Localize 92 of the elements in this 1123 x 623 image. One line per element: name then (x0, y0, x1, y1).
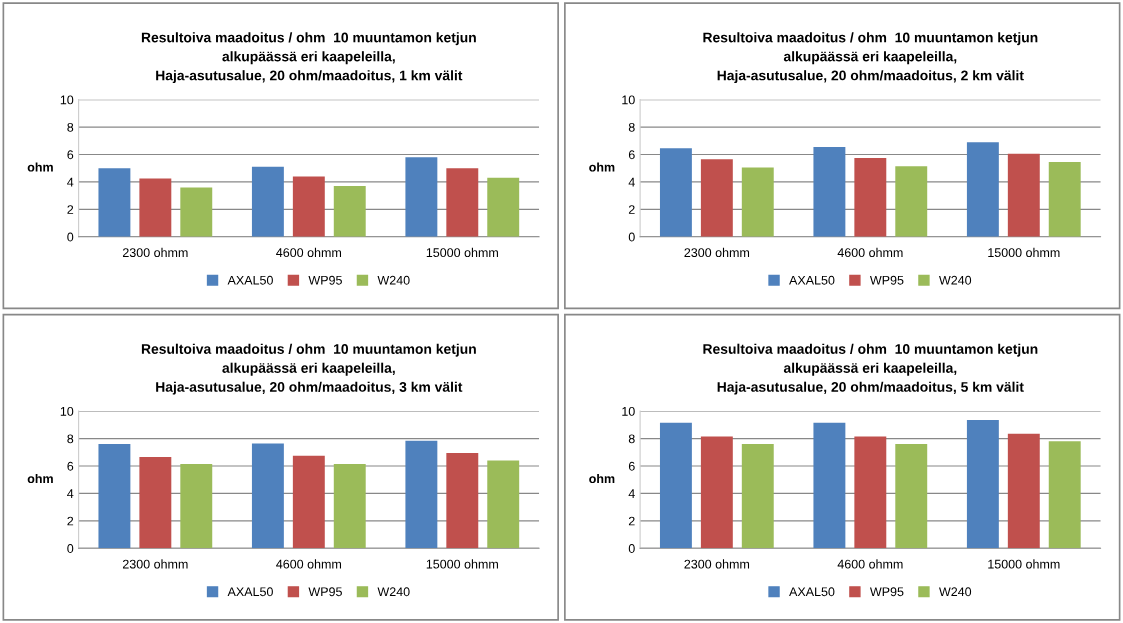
chart-title: Resultoiva maadoitus / ohm 10 muuntamon ketjun alkupäässä eri kaapeleilla, Haja-asutusalue, 20 ohm/maadoitus, 2 km välit (703, 32, 1038, 84)
y-tick-label: 6 (67, 150, 74, 160)
bar (895, 166, 928, 237)
legend-label: AXAL50 (227, 275, 273, 285)
y-tick-label: 8 (67, 434, 74, 444)
bar (813, 146, 846, 237)
bar (741, 444, 774, 549)
bar (405, 440, 438, 549)
y-tick-label: 4 (628, 489, 635, 498)
bar (333, 463, 366, 549)
bar (98, 168, 131, 237)
bar (854, 436, 887, 549)
y-axis-title: ohm (27, 162, 53, 172)
chart-title: Resultoiva maadoitus / ohm 10 muuntamon ketjun alkupäässä eri kaapeleilla, Haja-asutusalue, 20 ohm/maadoitus, 1 km välit (141, 32, 476, 84)
bar (895, 444, 928, 549)
bar (98, 444, 131, 549)
bar (1007, 153, 1040, 237)
legend-label: AXAL50 (227, 587, 273, 597)
y-tick-label: 10 (60, 95, 74, 105)
y-tick-label: 10 (60, 406, 74, 416)
y-tick-label: 8 (628, 434, 635, 444)
bar (487, 460, 520, 549)
bar (700, 436, 733, 549)
y-axis-title: ohm (27, 473, 53, 484)
bar (139, 178, 172, 237)
bar (333, 186, 366, 237)
legend-label: WP95 (869, 587, 904, 597)
bar (659, 148, 692, 237)
legend-label: WP95 (308, 587, 342, 597)
chart-title: Resultoiva maadoitus / ohm 10 muuntamon ketjun alkupäässä eri kaapeleilla, Haja-asutusalue, 20 ohm/maadoitus, 5 km välit (703, 343, 1038, 395)
bar (251, 166, 284, 237)
legend-label: W240 (939, 587, 972, 597)
x-tick-label: 15000 ohmm (426, 247, 498, 258)
x-tick-label: 2300 ohmm (122, 247, 188, 258)
y-tick-label: 10 (622, 95, 635, 105)
y-tick-label: 8 (67, 122, 74, 132)
legend-label: AXAL50 (789, 275, 835, 285)
chart-title: Resultoiva maadoitus / ohm 10 muuntamon ketjun alkupäässä eri kaapeleilla, Haja-asutusalue, 20 ohm/maadoitus, 3 km välit (141, 343, 476, 395)
bar (251, 443, 284, 549)
y-axis-title: ohm (589, 162, 615, 172)
bar (1007, 433, 1040, 549)
legend-label: WP95 (869, 275, 904, 285)
y-tick-label: 2 (67, 516, 74, 526)
y-tick-label: 6 (67, 461, 74, 471)
x-tick-label: 2300 ohmm (684, 247, 750, 258)
bar (139, 457, 172, 549)
y-tick-label: 4 (67, 177, 74, 187)
x-tick-label: 15000 ohmm (988, 247, 1060, 258)
legend-label: WP95 (308, 275, 342, 285)
y-tick-label: 4 (628, 177, 635, 187)
x-tick-label: 15000 ohmm (426, 559, 498, 569)
y-tick-label: 4 (67, 489, 74, 498)
x-tick-label: 15000 ohmm (988, 559, 1060, 569)
bar (966, 420, 999, 549)
bar (487, 177, 520, 237)
x-tick-label: 4600 ohmm (276, 247, 342, 258)
bar (700, 159, 733, 237)
bar (966, 142, 999, 237)
bar (446, 168, 479, 237)
legend-label: W240 (939, 275, 972, 285)
y-tick-label: 10 (622, 406, 635, 416)
y-tick-label: 0 (67, 544, 74, 553)
legend-label: AXAL50 (789, 587, 835, 597)
y-tick-label: 0 (628, 232, 635, 242)
bar (1048, 441, 1081, 549)
y-tick-label: 0 (628, 544, 635, 553)
x-tick-label: 2300 ohmm (122, 559, 188, 569)
bar (292, 455, 325, 549)
x-tick-label: 4600 ohmm (837, 247, 903, 258)
bar (405, 157, 438, 237)
bar (659, 422, 692, 549)
x-tick-label: 2300 ohmm (684, 559, 750, 569)
y-tick-label: 2 (67, 205, 74, 214)
legend-label: W240 (377, 587, 410, 597)
y-tick-label: 0 (67, 232, 74, 242)
x-tick-label: 4600 ohmm (837, 559, 903, 569)
legend-label: W240 (377, 275, 410, 285)
bar (854, 157, 887, 237)
bar (292, 176, 325, 237)
bar (180, 463, 213, 549)
bar (741, 167, 774, 237)
bar (446, 452, 479, 549)
y-tick-label: 2 (628, 205, 635, 214)
bar (1048, 162, 1081, 237)
bar (813, 422, 846, 549)
y-tick-label: 8 (628, 122, 635, 132)
y-tick-label: 6 (628, 461, 635, 471)
x-tick-label: 4600 ohmm (276, 559, 342, 569)
y-axis-title: ohm (589, 473, 615, 484)
y-tick-label: 6 (628, 150, 635, 160)
y-tick-label: 2 (628, 516, 635, 526)
bar (180, 187, 213, 237)
